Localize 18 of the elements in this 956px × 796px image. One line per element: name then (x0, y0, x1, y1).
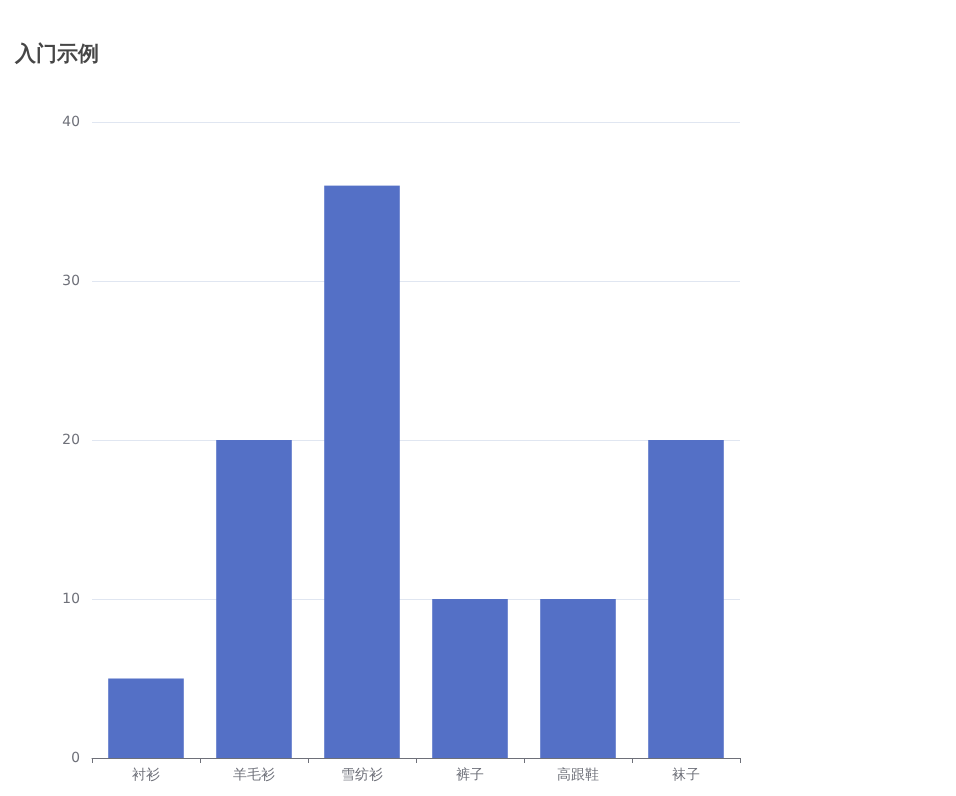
chart-title: 入门示例 (14, 42, 99, 66)
bar (648, 440, 724, 758)
bar (216, 440, 292, 758)
y-tick-label: 0 (71, 750, 80, 766)
x-tick-label: 高跟鞋 (557, 767, 599, 783)
x-tick-label: 雪纺衫 (341, 767, 383, 783)
y-tick-label: 10 (62, 591, 80, 607)
bar (540, 599, 616, 758)
y-tick-label: 30 (62, 273, 80, 289)
x-tick-label: 袜子 (672, 767, 700, 783)
x-tick-label: 羊毛衫 (233, 767, 275, 783)
y-tick-label: 20 (62, 432, 80, 448)
bar (432, 599, 508, 758)
bar (108, 678, 184, 758)
x-tick-label: 裤子 (456, 767, 484, 783)
x-tick-label: 衬衫 (132, 767, 160, 783)
bar (324, 186, 400, 758)
y-tick-label: 40 (62, 114, 80, 130)
